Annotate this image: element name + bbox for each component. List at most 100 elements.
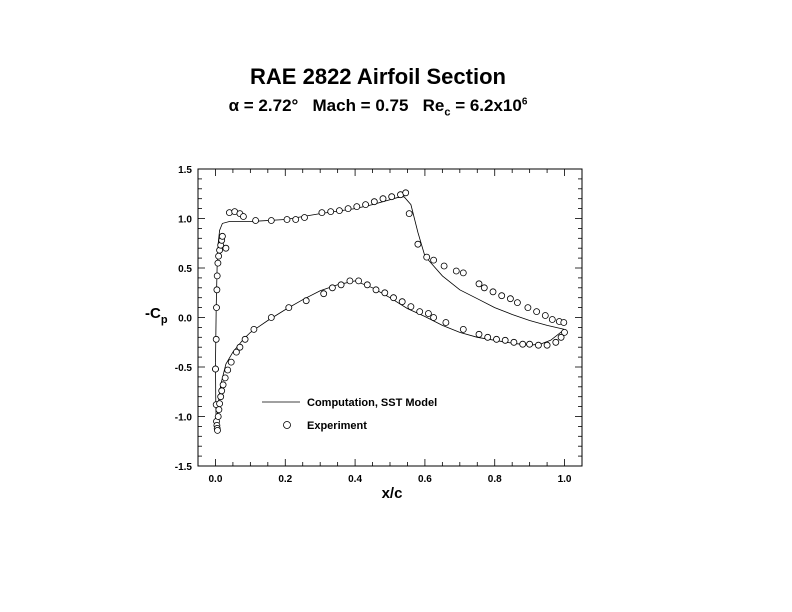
experiment-lower-point [320, 290, 328, 298]
experiment-lower-point [372, 286, 380, 294]
x-tick-label: 0.4 [348, 474, 362, 485]
y-tick-label: 1.5 [178, 165, 192, 176]
experiment-upper-point [362, 201, 370, 209]
experiment-lower-point [212, 365, 219, 373]
experiment-upper-point [498, 292, 506, 300]
experiment-lower-point [557, 333, 565, 341]
experiment-lower-point [227, 358, 235, 366]
experiment-lower-point [214, 413, 222, 420]
experiment-upper-point [213, 272, 221, 280]
experiment-lower-point [390, 294, 397, 302]
experiment-lower-point [215, 406, 223, 414]
experiment-lower-point [302, 297, 310, 305]
experiment-upper-point [370, 198, 378, 206]
experiment-upper-point [423, 253, 431, 261]
axis-tick-labels: 0.0 0.2 0.4 0.6 0.8 1.0 -1.5 -1.0 -0.5 0.0 0.5 1.0 1… [175, 165, 572, 485]
experiment-lower-point [484, 333, 492, 341]
experiment-lower-point [475, 330, 483, 338]
experiment-lower-point [214, 426, 221, 434]
y-axis-title-main: -C [145, 305, 161, 322]
re-label: Re [422, 96, 445, 115]
alpha-value: = 2.72° [243, 96, 299, 115]
computation-upper-surface-line [215, 196, 565, 363]
experiment-upper-point [212, 335, 220, 343]
experiment-lower-point [355, 277, 363, 285]
re-exponent: 6 [521, 96, 528, 108]
experiment-lower-point [543, 341, 551, 349]
experiment-upper-point [353, 203, 361, 211]
experiment-lower-point [501, 336, 509, 344]
experiment-lower-point [224, 366, 232, 374]
y-tick-label: 0.5 [178, 264, 192, 275]
legend-label-computation: Computation, SST Model [307, 397, 437, 409]
legend: Computation, SST Model Experiment [262, 397, 437, 432]
experiment-lower-point [328, 284, 336, 292]
experiment-upper-point [267, 217, 275, 224]
experiment-lower-point [424, 310, 432, 317]
experiment-upper-point [560, 319, 568, 326]
experiment-lower-point [430, 314, 438, 321]
experiment-lower-point [217, 393, 225, 401]
x-tick-label: 1.0 [558, 474, 572, 485]
experiment-upper-point [459, 269, 467, 277]
experiment-upper-point [405, 210, 413, 218]
experiment-upper-point [292, 216, 300, 223]
experiment-lower-point [526, 340, 533, 348]
experiment-lower-point [416, 308, 424, 316]
axis-ticks [197, 168, 583, 467]
re-subscript: c [444, 106, 451, 119]
experiment-lower-point [398, 298, 406, 306]
experiment-lower-point [519, 340, 527, 348]
experiment-upper-point [506, 295, 514, 303]
experiment-lower-point [561, 328, 568, 336]
experiment-lower-point [363, 281, 371, 289]
experiment-lower-point [381, 289, 389, 297]
experiment-lower-point [232, 348, 240, 356]
experiment-lower-point [493, 335, 500, 343]
re-value: = 6.2x10 [455, 96, 522, 115]
experiment-upper-point [301, 214, 308, 221]
experiment-lower-point [407, 303, 415, 311]
y-tick-label: -0.5 [175, 363, 193, 374]
legend-marker-swatch [283, 421, 291, 429]
experiment-upper-point [215, 252, 223, 260]
experiment-upper-point [218, 232, 226, 240]
experiment-upper-point [452, 267, 460, 275]
experiment-upper-point [489, 288, 497, 296]
experiment-upper-point [402, 189, 410, 197]
experiment-upper-point [213, 304, 220, 312]
alpha-symbol: α [228, 96, 240, 115]
y-tick-label: -1.5 [175, 462, 193, 473]
experiment-upper-point [327, 208, 335, 216]
x-tick-label: 0.2 [278, 474, 292, 485]
mach-value: Mach = 0.75 [312, 96, 409, 115]
experiment-lower-point [337, 281, 345, 289]
experiment-lower-point [241, 335, 249, 343]
experiment-lower-point [267, 314, 275, 321]
experiment-lower-point [535, 341, 542, 349]
experiment-upper-point [344, 205, 352, 213]
experiment-upper-point [318, 209, 326, 217]
legend-label-experiment: Experiment [307, 420, 367, 432]
chart-subtitle: α = 2.72° Mach = 0.75 Rec = 6.2x106 [0, 96, 756, 118]
plot-area-frame [197, 168, 583, 467]
data-series [212, 189, 568, 434]
y-axis-title: -Cp [145, 305, 168, 326]
experiment-lower-point [219, 381, 227, 389]
experiment-lower-point [510, 338, 518, 346]
experiment-upper-point [335, 207, 343, 215]
experiment-upper-point [414, 240, 422, 248]
experiment-upper-point [430, 256, 438, 264]
experiment-upper-point [533, 308, 540, 316]
experiment-lower-point [250, 325, 258, 333]
experiment-upper-point [252, 217, 260, 224]
experiment-upper-point [548, 316, 556, 323]
experiment-lower-point [285, 304, 293, 312]
experiment-upper-point [524, 304, 532, 312]
experiment-upper-point [440, 262, 448, 270]
experiment-lower-point [216, 400, 224, 408]
chart-title: RAE 2822 Airfoil Section [250, 64, 506, 89]
experiment-upper-point [475, 280, 483, 288]
experiment-upper-point [480, 284, 488, 292]
experiment-upper-point [379, 195, 387, 203]
